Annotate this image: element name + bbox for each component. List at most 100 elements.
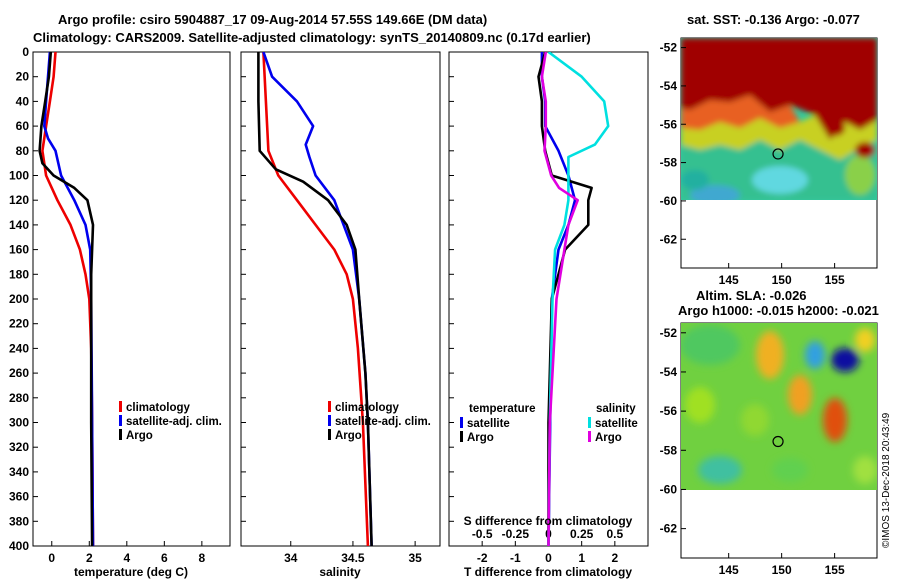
salinity-axis-ticks: 34 34.5 35: [284, 541, 422, 565]
x-tick-label: 1: [578, 551, 585, 565]
legend-sal-argo: Argo: [595, 432, 622, 444]
depth-tick-label: 140: [9, 218, 29, 232]
x-tick-label: 34: [284, 551, 298, 565]
x-tick-label: -1: [510, 551, 521, 565]
legend-temp-satellite: satellite: [467, 418, 510, 430]
lon-tick-label: 145: [719, 563, 739, 577]
depth-tick-label: 400: [9, 539, 29, 553]
depth-tick-label: 340: [9, 465, 29, 479]
depth-tick-label: 300: [9, 416, 29, 430]
lat-tick-label: -62: [660, 232, 678, 246]
lon-tick-label: 145: [719, 273, 739, 287]
x-tick-label: 2: [86, 551, 93, 565]
x-tick-label: 6: [161, 551, 168, 565]
argo-location-marker-sst: [772, 148, 784, 160]
argo-location-marker-sla: [772, 435, 784, 448]
difference-salinity-legend: salinity satellite Argo: [588, 403, 638, 444]
s-difference-label: S difference from climatology: [464, 514, 633, 528]
depth-tick-label: 280: [9, 391, 29, 405]
depth-axis-ticks: 0 20 40 60 80 100 120 140 160 180 200 220 240 260 280 3…: [9, 45, 454, 553]
series-line-climatology: [262, 52, 370, 546]
legend-satellite: satellite-adj. clim.: [126, 416, 222, 428]
s-tick-label: 0.25: [570, 527, 594, 541]
lat-tick-label: -52: [660, 41, 678, 55]
x-tick-label: 34.5: [341, 551, 365, 565]
title-line-1: Argo profile: csiro 5904887_17 09-Aug-20…: [58, 12, 487, 27]
lat-tick-label: -56: [660, 404, 678, 418]
s-tick-label: -0.25: [502, 527, 530, 541]
depth-tick-label: 320: [9, 440, 29, 454]
lat-tick-label: -58: [660, 443, 678, 457]
depth-tick-label: 100: [9, 169, 29, 183]
title-line-2: Climatology: CARS2009. Satellite-adjuste…: [33, 30, 591, 45]
series-line-salinity-satellite: [547, 52, 610, 546]
legend-swatch-climatology: [328, 401, 331, 412]
lat-tick-label: -54: [660, 79, 678, 93]
legend-swatch-argo: [328, 429, 331, 440]
sst-map: -52 -54 -56 -58 -60 -62 145 150 155: [660, 37, 878, 287]
lat-tick-label: -62: [660, 522, 678, 536]
lon-tick-label: 150: [772, 563, 792, 577]
lat-tick-label: -54: [660, 365, 678, 379]
legend-swatch-temp-argo: [460, 431, 463, 442]
legend-sal-satellite: satellite: [595, 418, 638, 430]
temperature-panel: [32, 51, 231, 547]
legend-swatch-sal-satellite: [588, 417, 591, 428]
legend-temp-argo: Argo: [467, 432, 494, 444]
lon-tick-label: 155: [825, 273, 845, 287]
salinity-series: [257, 52, 373, 546]
depth-tick-label: 240: [9, 341, 29, 355]
difference-xlabel: T difference from climatology: [464, 565, 632, 579]
legend-salinity-title: salinity: [596, 403, 636, 415]
lat-tick-label: -58: [660, 156, 678, 170]
sst-map-ticks: -52 -54 -56 -58 -60 -62 145 150 155: [660, 41, 845, 287]
x-tick-label: 35: [408, 551, 422, 565]
legend-argo: Argo: [335, 430, 362, 442]
depth-tick-label: 360: [9, 490, 29, 504]
series-line-argo: [257, 52, 373, 546]
depth-tick-label: 60: [16, 119, 30, 133]
legend-argo: Argo: [126, 430, 153, 442]
legend-satellite: satellite-adj. clim.: [335, 416, 431, 428]
legend-swatch-climatology: [119, 401, 122, 412]
x-tick-label: 4: [123, 551, 130, 565]
lat-tick-label: -52: [660, 326, 678, 340]
lat-tick-label: -56: [660, 117, 678, 131]
difference-series: [537, 52, 610, 546]
salinity-legend: climatology satellite-adj. clim. Argo: [328, 401, 431, 442]
legend-climatology: climatology: [126, 402, 191, 414]
difference-temperature-legend: temperature satellite Argo: [460, 403, 535, 444]
sla-map-field: [681, 323, 877, 490]
lat-tick-label: -60: [660, 482, 678, 496]
temperature-series: [38, 52, 95, 546]
credit-text: ©IMOS 13-Dec-2018 20:43:49: [881, 412, 892, 548]
salinity-xlabel: salinity: [319, 565, 361, 579]
sla-map-title: Altim. SLA: -0.026: [696, 288, 807, 303]
temperature-axis-ticks: 0 2 4 6 8: [48, 541, 206, 565]
legend-swatch-argo: [119, 429, 122, 440]
difference-axis-ticks: -2 -1 0 1 2-0.5 -0.25 0 0.25 0.5: [472, 527, 624, 565]
depth-tick-label: 20: [16, 70, 30, 84]
legend-swatch-sal-argo: [588, 431, 591, 442]
legend-swatch-temp-satellite: [460, 417, 463, 428]
sla-map-subtitle: Argo h1000: -0.015 h2000: -0.021: [678, 303, 879, 318]
lon-tick-label: 150: [772, 273, 792, 287]
x-tick-label: 0: [545, 551, 552, 565]
x-tick-label: 8: [199, 551, 206, 565]
legend-swatch-satellite: [119, 415, 122, 426]
sla-map: -52 -54 -56 -58 -60 -62 145 150 155: [660, 322, 878, 577]
depth-tick-label: 260: [9, 366, 29, 380]
lat-tick-label: -60: [660, 194, 678, 208]
sla-map-ticks: -52 -54 -56 -58 -60 -62 145 150 155: [660, 326, 845, 577]
x-tick-label: -2: [477, 551, 488, 565]
depth-tick-label: 40: [16, 94, 30, 108]
sst-map-field: [681, 38, 877, 200]
legend-climatology: climatology: [335, 402, 400, 414]
legend-temperature-title: temperature: [469, 403, 535, 415]
depth-tick-label: 180: [9, 267, 29, 281]
temperature-xlabel: temperature (deg C): [74, 565, 188, 579]
legend-swatch-satellite: [328, 415, 331, 426]
depth-tick-label: 160: [9, 243, 29, 257]
temperature-legend: climatology satellite-adj. clim. Argo: [119, 401, 222, 442]
